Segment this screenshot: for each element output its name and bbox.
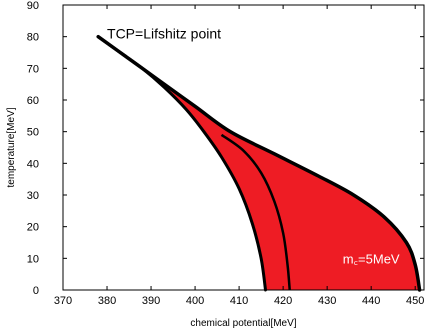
x-tick-label: 400 xyxy=(186,295,204,307)
annotation-tcp: TCP=Lifshitz point xyxy=(107,26,221,42)
y-tick-label: 30 xyxy=(27,190,39,202)
y-tick-label: 70 xyxy=(27,63,39,75)
x-tick-label: 440 xyxy=(362,295,380,307)
y-tick-label: 90 xyxy=(27,0,39,12)
y-tick-label: 60 xyxy=(27,95,39,107)
y-tick-label: 10 xyxy=(27,253,39,265)
x-tick-label: 370 xyxy=(54,295,72,307)
y-tick-label: 0 xyxy=(33,285,39,297)
y-tick-label: 40 xyxy=(27,158,39,170)
x-axis: 370 380 390 400 410 420 430 440 450 xyxy=(54,5,424,307)
x-tick-label: 420 xyxy=(274,295,292,307)
annotation-mass: m꜀=5MeV xyxy=(343,251,400,266)
y-axis: 0 10 20 30 40 50 60 70 80 90 xyxy=(27,0,424,297)
x-tick-label: 430 xyxy=(318,295,336,307)
y-tick-label: 50 xyxy=(27,127,39,139)
x-tick-label: 390 xyxy=(142,295,160,307)
x-axis-label: chemical potential[MeV] xyxy=(190,318,296,329)
x-tick-label: 450 xyxy=(406,295,424,307)
right-boundary-line xyxy=(96,34,422,292)
series-curve-line xyxy=(220,133,291,291)
plot-frame xyxy=(62,4,425,291)
plot-area xyxy=(96,34,422,292)
x-tick-label: 410 xyxy=(230,295,248,307)
y-tick-label: 80 xyxy=(27,32,39,44)
x-tick-label: 380 xyxy=(98,295,116,307)
y-tick-label: 20 xyxy=(27,222,39,234)
y-axis-label: temperature[MeV] xyxy=(6,107,17,187)
